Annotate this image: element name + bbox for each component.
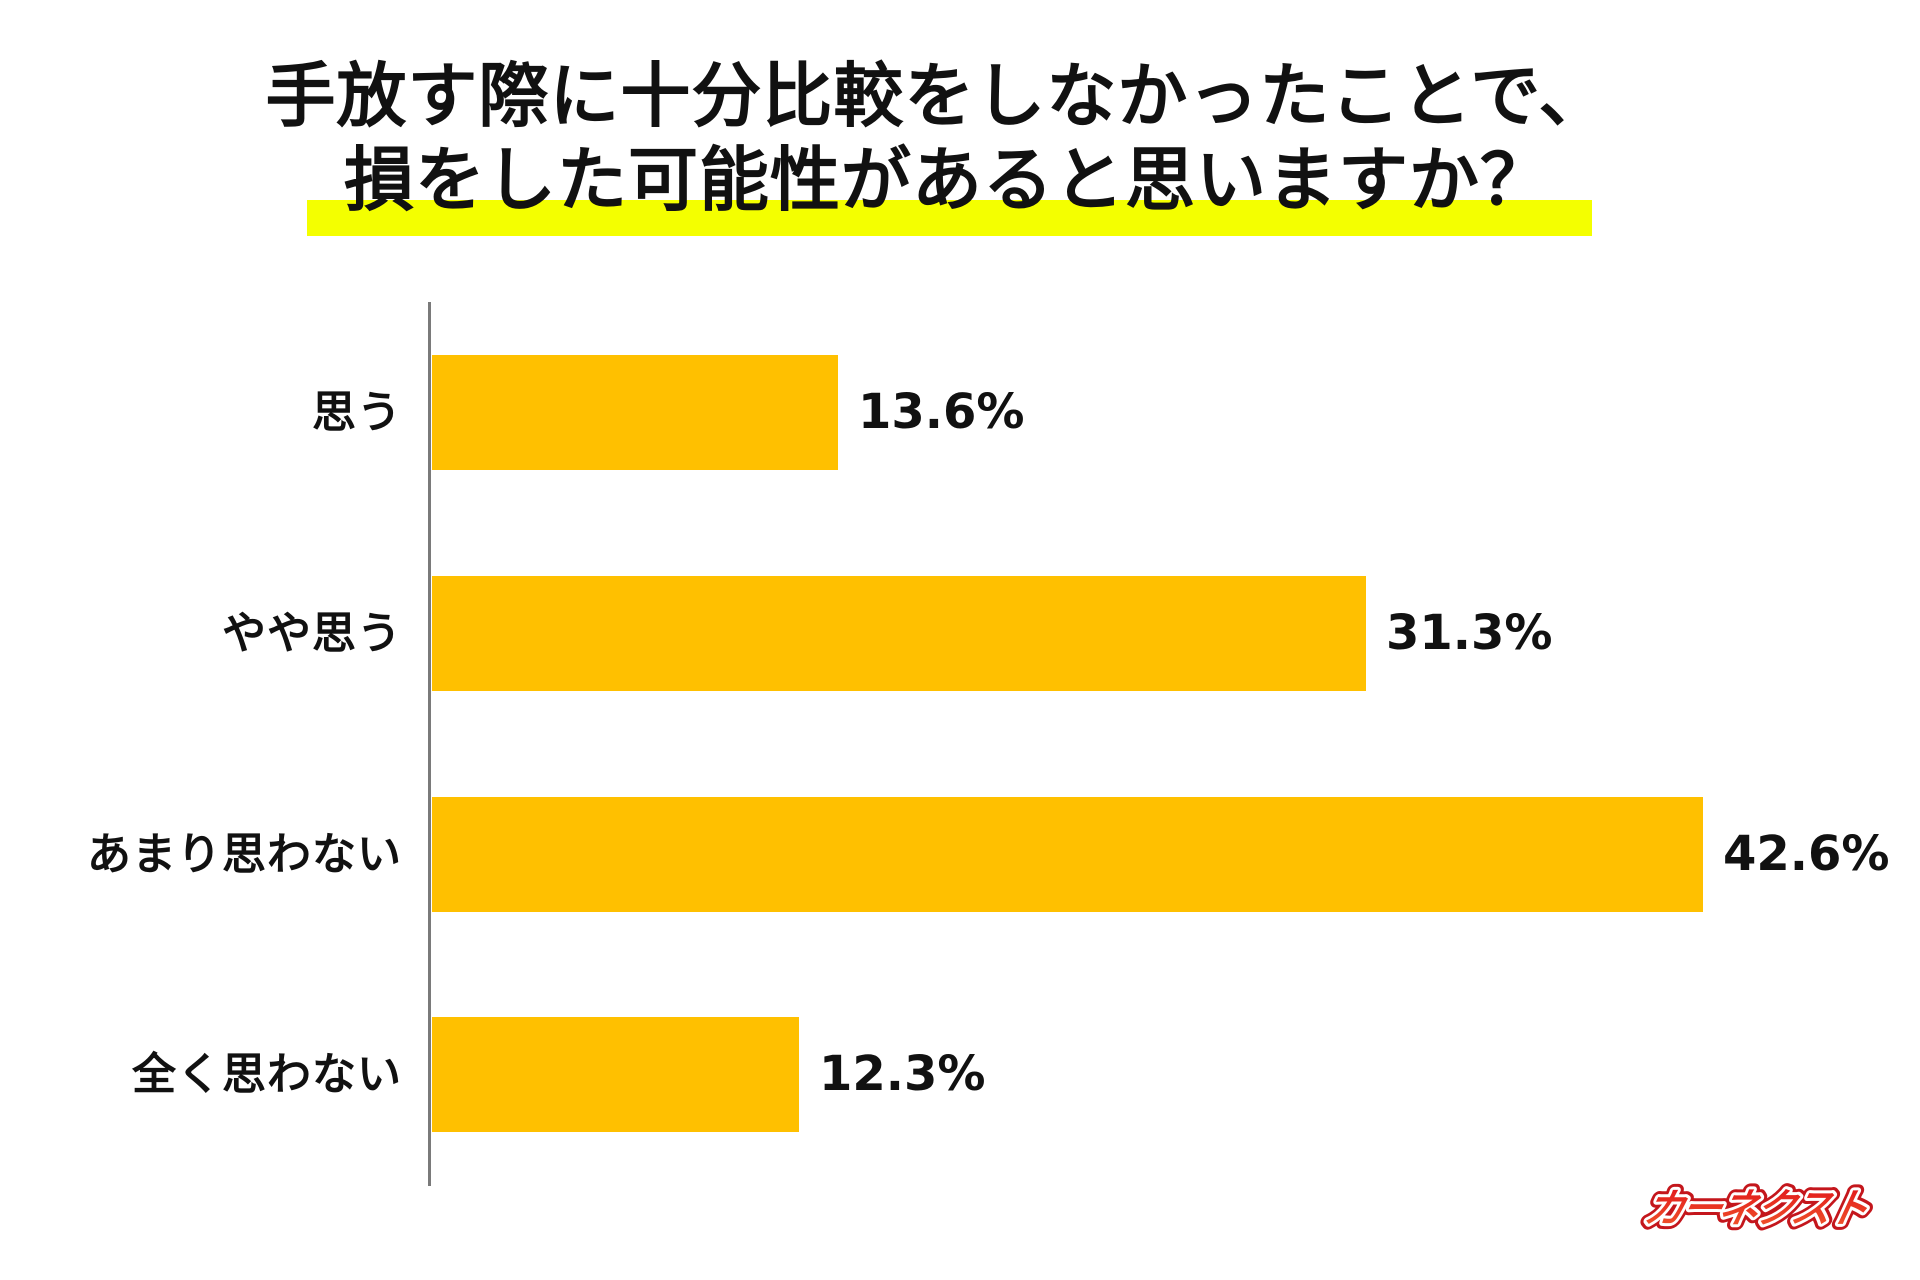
- logo-text-fill: カーネクスト: [1640, 1184, 1872, 1231]
- value-label: 42.6%: [1723, 826, 1890, 882]
- bar: [432, 1017, 799, 1132]
- bar-row-yaya-omou: やや思う 31.3%: [0, 576, 1920, 691]
- bar-row-amari-omowanai: あまり思わない 42.6%: [0, 797, 1920, 912]
- y-axis-line: [428, 302, 431, 1186]
- title-highlight-marker: [307, 200, 1592, 236]
- title-line-2: 損をした可能性があると思いますか？: [344, 139, 1551, 221]
- brand-logo-icon: カーネクスト カーネクスト カーネクスト: [1633, 1178, 1873, 1236]
- category-label: あまり思わない: [87, 829, 402, 880]
- bar-row-omou: 思う 13.6%: [0, 355, 1920, 470]
- value-label: 31.3%: [1386, 605, 1553, 661]
- bar: [432, 797, 1703, 912]
- chart-title: 手放す際に十分比較をしなかったことで、 損をした可能性があると思いますか？: [0, 0, 1920, 250]
- logo-text-outline: カーネクスト: [1640, 1184, 1872, 1231]
- category-label: 思う: [312, 387, 402, 438]
- title-line-1: 手放す際に十分比較をしなかったことで、: [265, 55, 1610, 137]
- category-label: 全く思わない: [132, 1049, 402, 1100]
- value-label: 12.3%: [819, 1046, 986, 1102]
- value-label: 13.6%: [858, 384, 1025, 440]
- bar-row-mattaku-omowanai: 全く思わない 12.3%: [0, 1017, 1920, 1132]
- bar: [432, 355, 838, 470]
- logo-text: カーネクスト: [1640, 1184, 1872, 1231]
- category-label: やや思う: [222, 608, 402, 659]
- bar: [432, 576, 1366, 691]
